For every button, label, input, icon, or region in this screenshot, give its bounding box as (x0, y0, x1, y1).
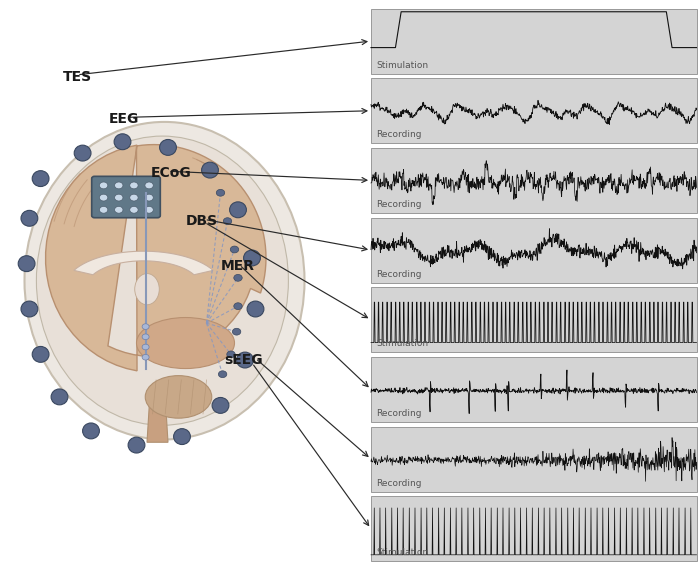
Text: EEG: EEG (108, 112, 139, 126)
FancyBboxPatch shape (371, 357, 696, 422)
Text: Recording: Recording (376, 479, 421, 488)
Ellipse shape (83, 423, 99, 439)
Circle shape (145, 194, 153, 201)
Circle shape (232, 328, 241, 335)
Text: sEEG: sEEG (224, 353, 262, 367)
Ellipse shape (25, 122, 304, 439)
Circle shape (223, 218, 232, 225)
Circle shape (230, 246, 239, 253)
Circle shape (115, 206, 123, 213)
Ellipse shape (237, 352, 253, 368)
Circle shape (227, 351, 235, 358)
Circle shape (216, 189, 225, 196)
Circle shape (99, 206, 108, 213)
Circle shape (145, 182, 153, 189)
Ellipse shape (146, 376, 211, 418)
Ellipse shape (136, 318, 234, 369)
Ellipse shape (212, 397, 229, 413)
Ellipse shape (160, 139, 176, 155)
Polygon shape (74, 251, 213, 275)
FancyBboxPatch shape (371, 218, 696, 283)
FancyBboxPatch shape (371, 496, 696, 561)
Circle shape (142, 324, 149, 329)
Text: Recording: Recording (376, 200, 421, 209)
Circle shape (142, 334, 149, 340)
Circle shape (115, 182, 123, 189)
FancyBboxPatch shape (371, 426, 696, 492)
Ellipse shape (202, 162, 218, 178)
Ellipse shape (247, 301, 264, 317)
Polygon shape (147, 386, 168, 442)
Ellipse shape (21, 210, 38, 226)
Circle shape (130, 194, 138, 201)
Text: Recording: Recording (376, 130, 421, 139)
Ellipse shape (174, 429, 190, 445)
Ellipse shape (36, 136, 288, 425)
Circle shape (142, 354, 149, 360)
Ellipse shape (230, 202, 246, 218)
Text: Stimulation: Stimulation (376, 340, 428, 348)
FancyBboxPatch shape (371, 148, 696, 213)
FancyBboxPatch shape (92, 176, 160, 218)
Ellipse shape (114, 134, 131, 150)
Ellipse shape (51, 389, 68, 405)
Circle shape (115, 194, 123, 201)
Polygon shape (46, 145, 266, 371)
Text: Recording: Recording (376, 409, 421, 418)
Circle shape (99, 182, 108, 189)
Circle shape (142, 344, 149, 350)
Circle shape (218, 371, 227, 378)
Text: TES: TES (63, 70, 92, 83)
Text: MER: MER (220, 260, 255, 273)
Ellipse shape (32, 171, 49, 187)
Ellipse shape (74, 145, 91, 161)
Ellipse shape (244, 250, 260, 266)
Ellipse shape (128, 437, 145, 453)
Circle shape (234, 303, 242, 310)
Ellipse shape (32, 346, 49, 362)
Text: ECoG: ECoG (150, 166, 191, 180)
Ellipse shape (21, 301, 38, 317)
FancyBboxPatch shape (371, 287, 696, 352)
Circle shape (234, 274, 242, 281)
Text: Recording: Recording (376, 270, 421, 278)
Text: Stimulation: Stimulation (376, 548, 428, 557)
Text: DBS: DBS (186, 214, 218, 228)
FancyBboxPatch shape (371, 9, 696, 74)
Text: Stimulation: Stimulation (376, 61, 428, 70)
Ellipse shape (18, 256, 35, 272)
Circle shape (130, 182, 138, 189)
Circle shape (145, 206, 153, 213)
Ellipse shape (134, 274, 160, 305)
FancyBboxPatch shape (371, 78, 696, 143)
Circle shape (99, 194, 108, 201)
Circle shape (130, 206, 138, 213)
